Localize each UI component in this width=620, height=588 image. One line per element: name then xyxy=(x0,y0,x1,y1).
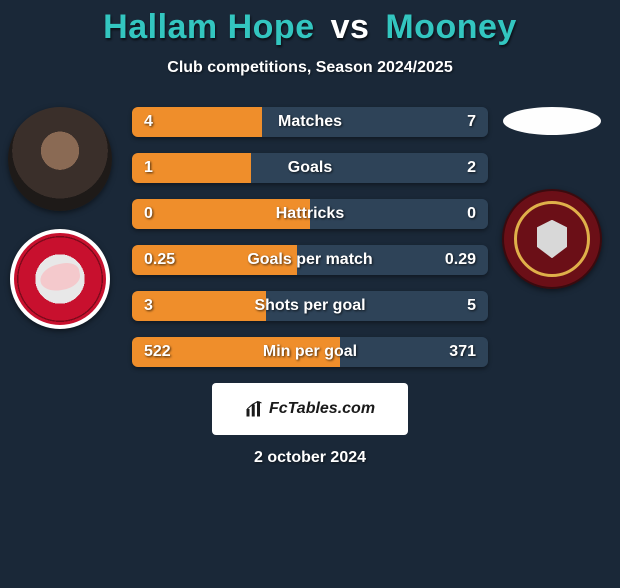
bar-chart-icon xyxy=(245,400,263,418)
player1-photo xyxy=(8,107,112,211)
stat-row: 522371Min per goal xyxy=(132,337,488,367)
stat-bars: 47Matches 12Goals 00Hattricks 0.250.29Goals… xyxy=(132,107,488,367)
bar-fill-right xyxy=(251,153,488,183)
bar-fill-left xyxy=(132,291,266,321)
source-brand: FcTables.com xyxy=(269,400,375,418)
stat-row: 35Shots per goal xyxy=(132,291,488,321)
player2-club-badge xyxy=(502,189,602,289)
source-badge: FcTables.com xyxy=(212,383,408,435)
stat-row: 0.250.29Goals per match xyxy=(132,245,488,275)
date: 2 october 2024 xyxy=(0,449,620,467)
subtitle: Club competitions, Season 2024/2025 xyxy=(0,59,620,77)
player2-photo-placeholder xyxy=(503,107,601,135)
stat-row: 47Matches xyxy=(132,107,488,137)
bar-fill-left xyxy=(132,199,310,229)
bar-fill-left xyxy=(132,245,297,275)
bar-fill-right xyxy=(310,199,488,229)
bar-fill-left xyxy=(132,337,340,367)
player2-name: Mooney xyxy=(385,8,516,46)
comparison-content: 47Matches 12Goals 00Hattricks 0.250.29Goals… xyxy=(0,107,620,367)
vs-text: vs xyxy=(331,8,370,46)
bar-fill-right xyxy=(266,291,489,321)
bar-fill-right xyxy=(340,337,488,367)
player1-name: Hallam Hope xyxy=(103,8,314,46)
player1-club-badge xyxy=(10,229,110,329)
right-avatar-column xyxy=(492,107,612,289)
left-avatar-column xyxy=(0,107,120,329)
bar-fill-left xyxy=(132,153,251,183)
comparison-title: Hallam Hope vs Mooney xyxy=(0,8,620,47)
stat-row: 12Goals xyxy=(132,153,488,183)
stat-row: 00Hattricks xyxy=(132,199,488,229)
bar-fill-right xyxy=(297,245,488,275)
bar-fill-right xyxy=(262,107,488,137)
bar-fill-left xyxy=(132,107,262,137)
